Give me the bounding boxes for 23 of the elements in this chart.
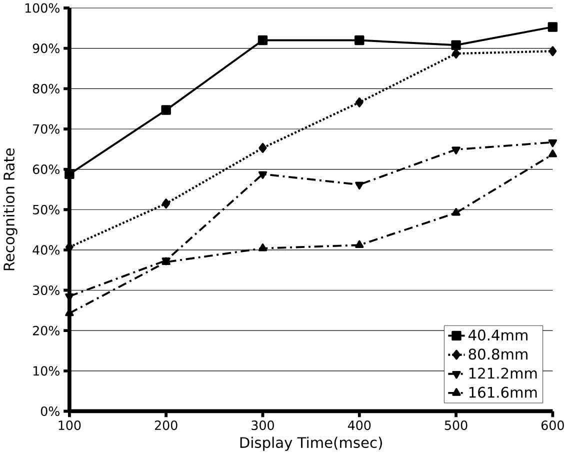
y-tick-label: 70% <box>33 124 60 134</box>
x-tick-label: 200 <box>154 420 178 430</box>
x-tick-label: 300 <box>252 420 274 430</box>
y-tick-label: 30% <box>33 285 60 296</box>
y-tick-label: 40% <box>32 245 60 255</box>
legend-label: 80.8mm <box>468 348 528 360</box>
x-tick-label: 100 <box>58 420 81 430</box>
y-tick-label: 0% <box>40 406 60 416</box>
x-tick-label: 500 <box>444 420 468 430</box>
x-axis-title: Display Time(msec) <box>240 436 382 451</box>
legend-label: 40.4mm <box>468 329 528 341</box>
y-tick-label: 20% <box>33 326 60 336</box>
legend-label: 121.2mm <box>469 368 537 378</box>
legend-label: 161.6mm <box>469 386 537 398</box>
y-tick-label: 100% <box>25 3 60 13</box>
y-tick-label: 60% <box>32 164 60 174</box>
y-tick-label: 50% <box>33 204 60 214</box>
y-axis-title: Recognition Rate <box>3 148 18 270</box>
y-tick-label: 80% <box>32 84 60 94</box>
x-tick-label: 400 <box>348 420 371 430</box>
y-tick-label: 10% <box>33 366 60 376</box>
x-tick-label: 600 <box>542 420 564 430</box>
y-tick-label: 90% <box>32 44 60 54</box>
